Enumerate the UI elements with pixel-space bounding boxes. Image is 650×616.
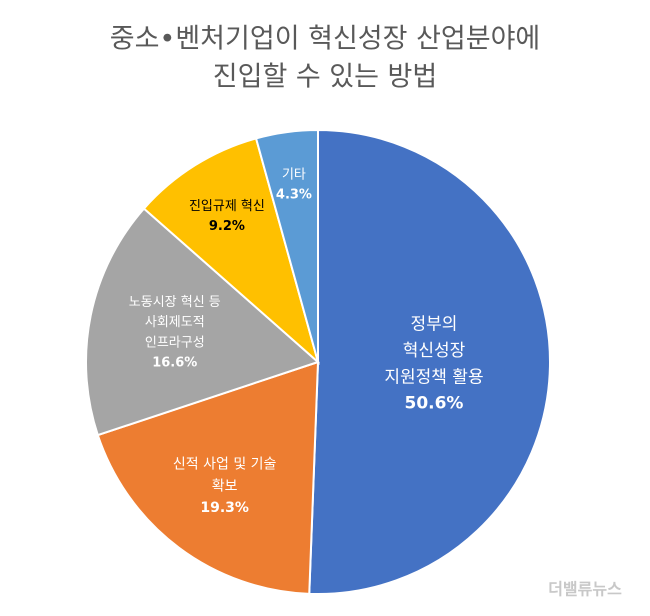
- pie-slice: [142, 137, 320, 365]
- value-label: 9.2%: [209, 219, 245, 234]
- value-label: 19.3%: [200, 500, 249, 516]
- watermark: 더밸류뉴스: [548, 580, 622, 599]
- pie-slice: [308, 128, 551, 595]
- category-label: 노동시장 혁신 등: [129, 295, 221, 310]
- category-label: 기타: [282, 167, 306, 182]
- category-label: 혁신성장: [403, 341, 466, 361]
- category-label: 확보: [212, 478, 238, 494]
- category-label: 사회제도적: [145, 315, 205, 330]
- category-label: 인프라구성: [145, 335, 205, 350]
- slice-label: 기타 4.3%: [276, 167, 312, 202]
- pie-slice: [96, 360, 320, 595]
- category-label: 진입규제 혁신: [189, 199, 265, 214]
- value-label: 50.6%: [404, 394, 463, 414]
- pie-slice: [85, 207, 320, 437]
- pie-slice: [254, 128, 319, 363]
- slice-label: 진입규제 혁신 9.2%: [189, 199, 265, 234]
- value-label: 16.6%: [152, 356, 197, 371]
- chart-title: 진입할 수 있는 방법: [213, 62, 437, 93]
- chart-title: 중소•벤처기업이 혁신성장 산업분야에: [110, 24, 541, 55]
- category-label: 정부의: [411, 315, 458, 335]
- category-label: 신적 사업 및 기술: [173, 457, 277, 473]
- category-label: 지원정책 활용: [384, 367, 483, 387]
- value-label: 4.3%: [276, 188, 312, 203]
